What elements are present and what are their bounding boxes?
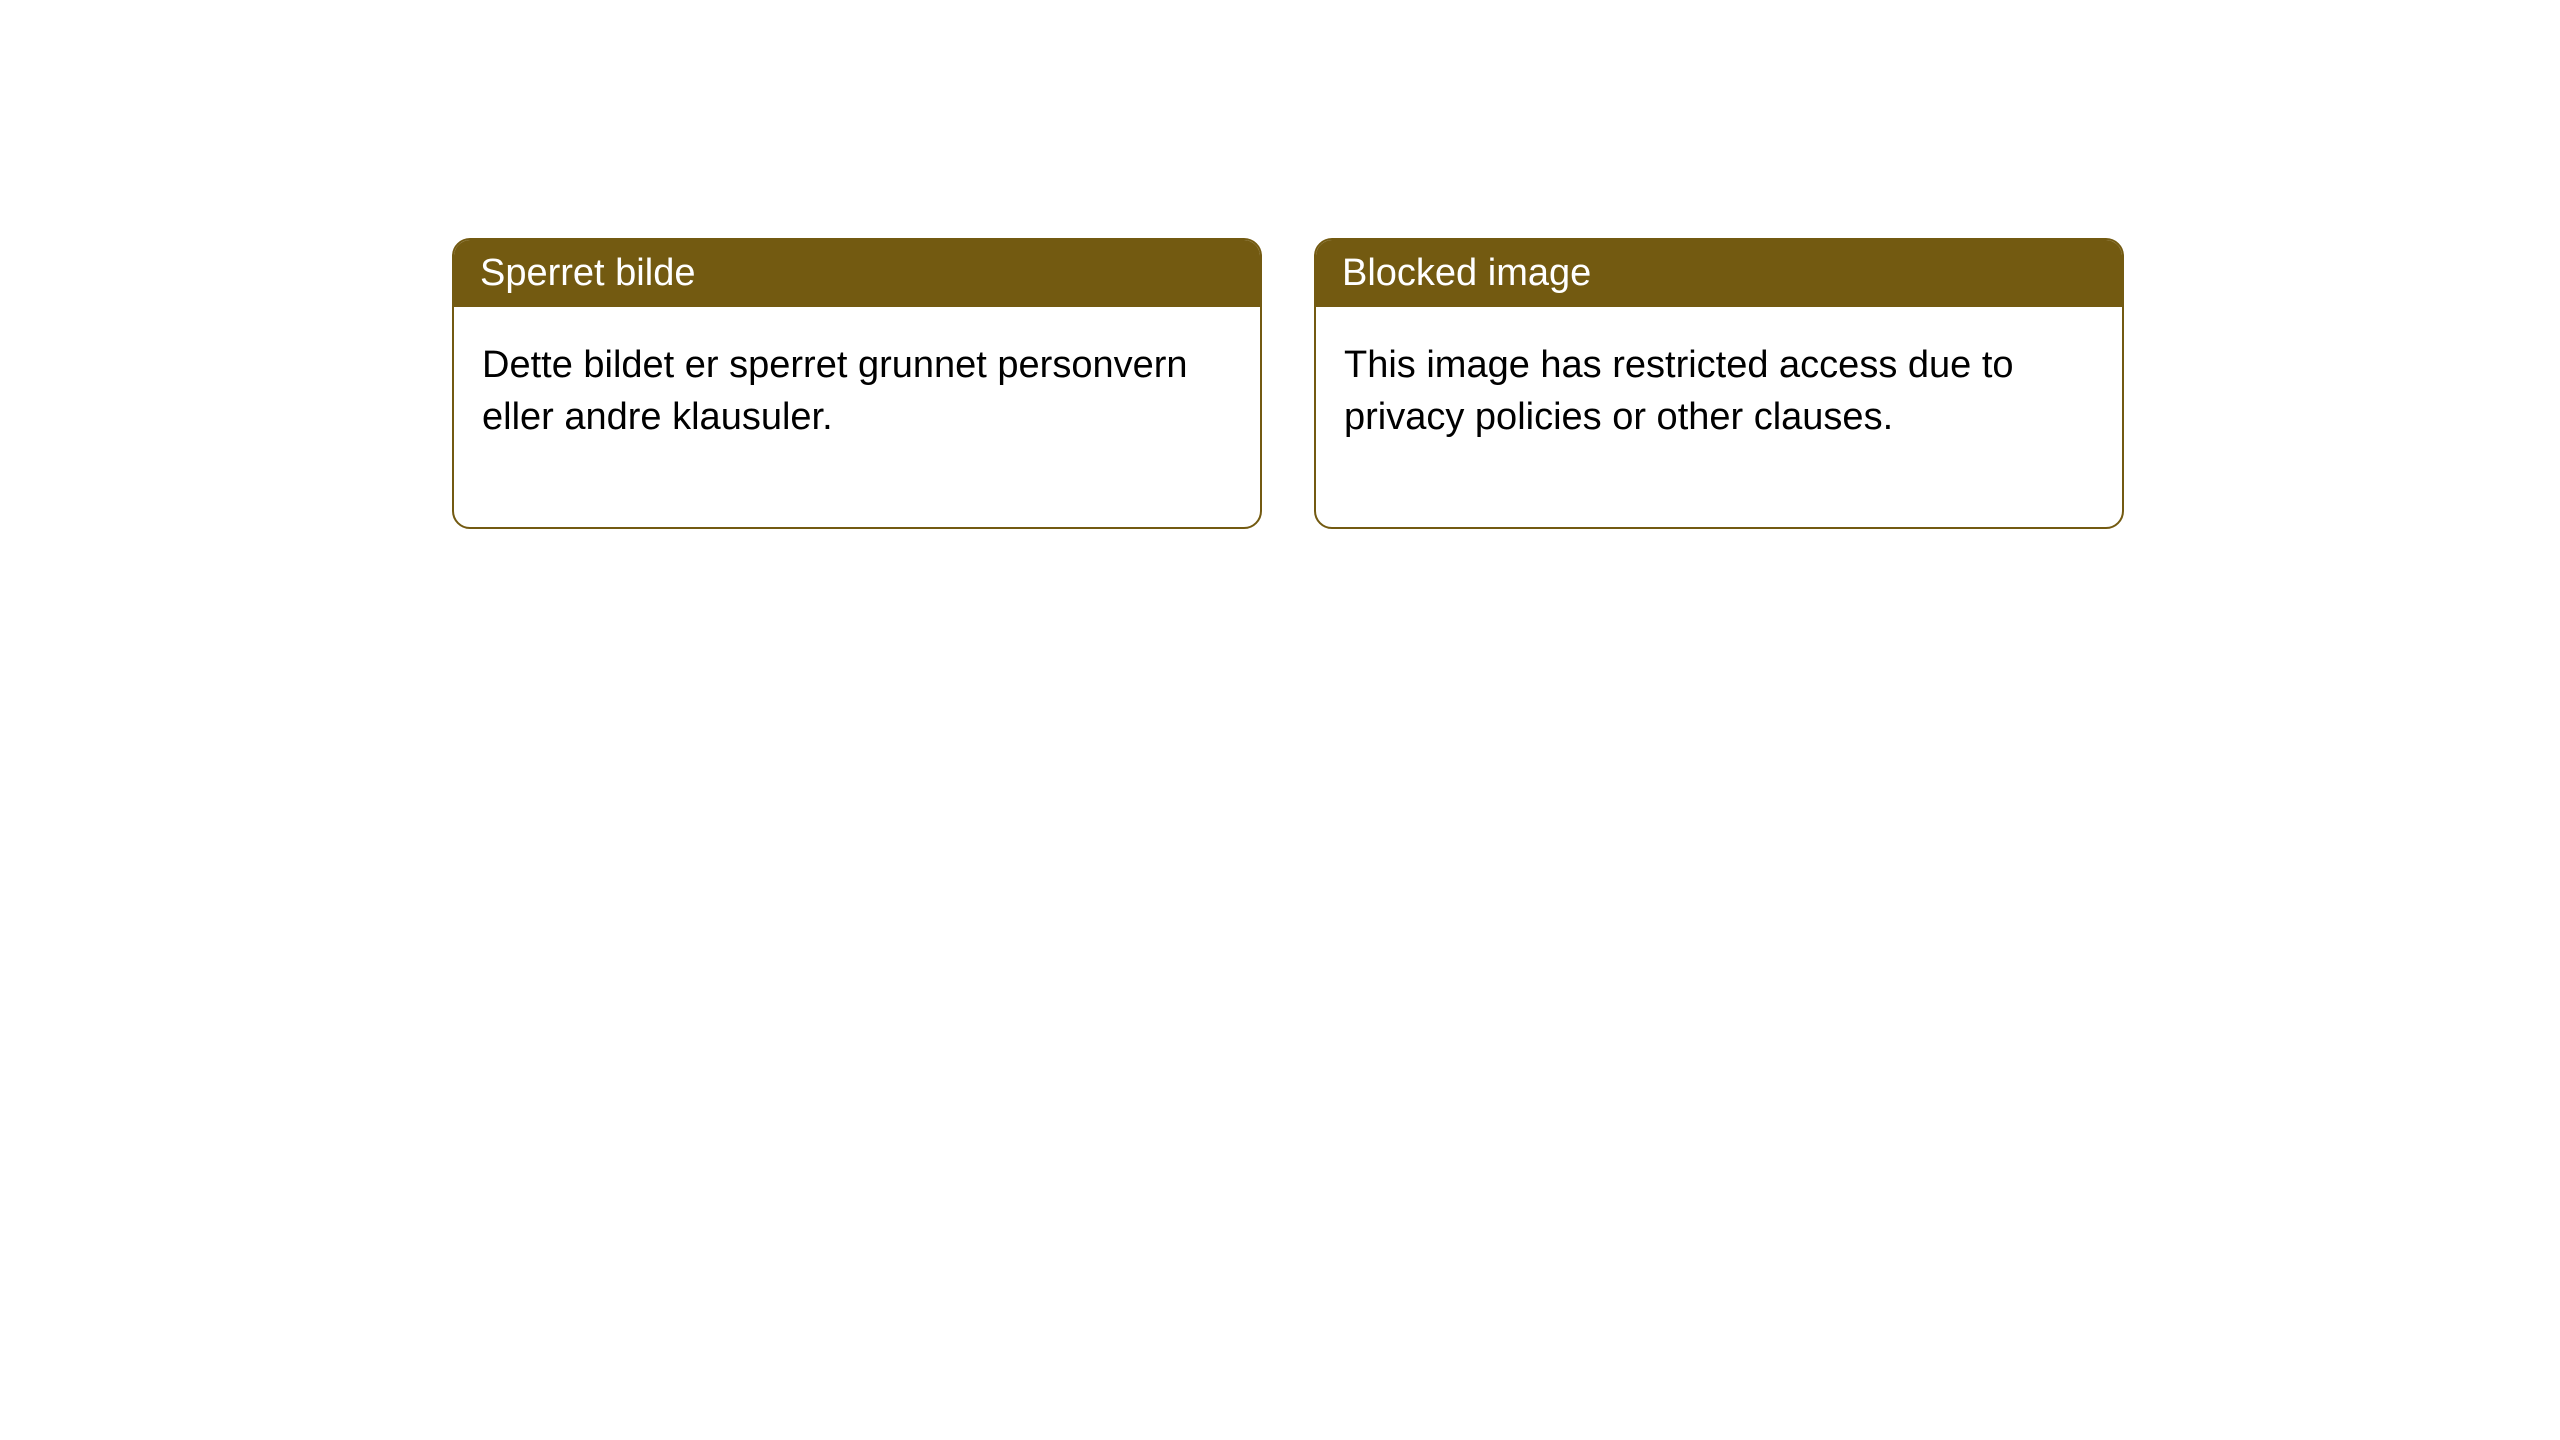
notice-title-norwegian: Sperret bilde [454,240,1260,307]
notice-card-english: Blocked image This image has restricted … [1314,238,2124,529]
notice-body-norwegian: Dette bildet er sperret grunnet personve… [454,307,1260,527]
notice-body-english: This image has restricted access due to … [1316,307,2122,527]
notice-card-norwegian: Sperret bilde Dette bildet er sperret gr… [452,238,1262,529]
notice-title-english: Blocked image [1316,240,2122,307]
notice-container: Sperret bilde Dette bildet er sperret gr… [0,0,2560,529]
